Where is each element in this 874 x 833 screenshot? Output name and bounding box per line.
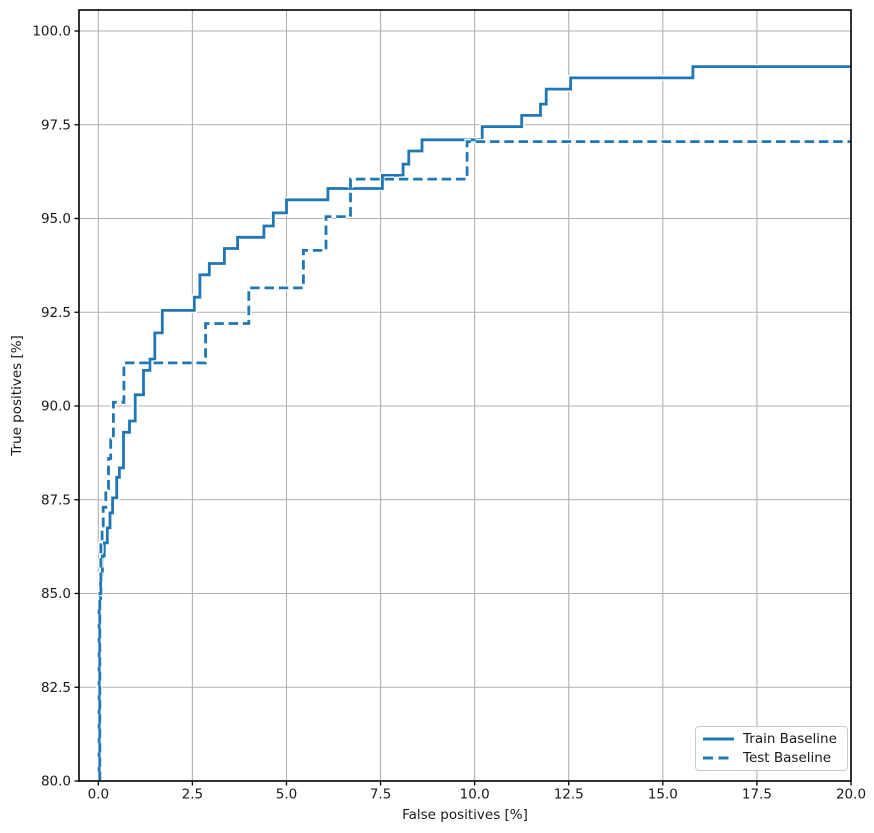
train-line-sample-icon <box>703 737 734 741</box>
y-tick-label: 82.5 <box>41 680 71 696</box>
y-tick-label: 87.5 <box>41 492 71 508</box>
y-tick-label: 80.0 <box>41 774 71 790</box>
x-tick-label: 2.5 <box>182 787 203 803</box>
y-axis-label: True positives [%] <box>9 335 25 457</box>
axes-spines <box>78 9 852 782</box>
x-tick-label: 12.5 <box>554 787 584 803</box>
x-axis-label: False positives [%] <box>402 807 528 823</box>
plot-border <box>78 9 852 782</box>
x-tick-label: 10.0 <box>460 787 490 803</box>
x-tick-label: 15.0 <box>648 787 678 803</box>
x-tick-label: 0.0 <box>88 787 109 803</box>
legend-label-train: Train Baseline <box>743 731 837 748</box>
x-tick-label: 17.5 <box>742 787 772 803</box>
legend-label-test: Test Baseline <box>743 749 832 766</box>
series-layer <box>96 63 851 781</box>
test-baseline-line-halo <box>97 138 851 781</box>
legend: Train Baseline Test Baseline <box>695 726 848 771</box>
x-tick-label: 20.0 <box>836 787 866 803</box>
legend-item-train: Train Baseline <box>703 730 840 749</box>
x-tick-label: 7.5 <box>370 787 391 803</box>
y-tick-label: 90.0 <box>41 399 71 415</box>
y-tick-label: 85.0 <box>41 586 71 602</box>
y-tick-label: 97.5 <box>41 117 71 133</box>
x-tick-label: 5.0 <box>276 787 297 803</box>
test-line-sample-icon <box>703 756 734 760</box>
train-baseline-line <box>97 65 851 781</box>
tick-layer: 0.0 2.5 5.0 7.5 10.0 12.5 15.0 17.5 20.0 80.0 82.5… <box>32 24 866 803</box>
legend-item-test: Test Baseline <box>703 749 840 768</box>
y-tick-label: 95.0 <box>41 211 71 227</box>
grid-layer <box>79 10 852 782</box>
y-tick-label: 100.0 <box>32 24 71 40</box>
y-tick-label: 92.5 <box>41 305 71 321</box>
test-baseline-line <box>98 140 851 781</box>
